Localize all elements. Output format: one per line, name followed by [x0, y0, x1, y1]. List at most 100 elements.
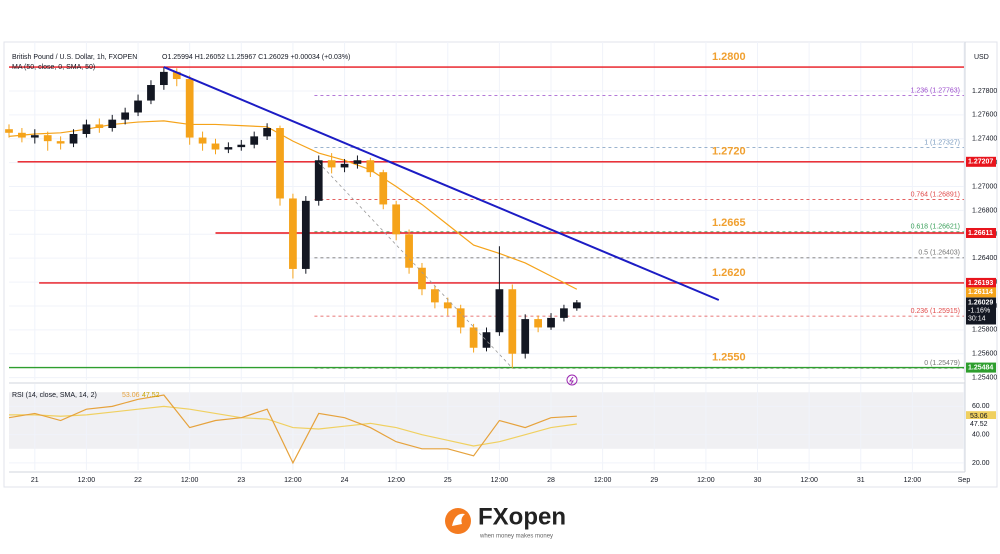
frame	[3, 41, 998, 488]
rsi-legend: RSI (14, close, SMA, 14, 2)	[12, 392, 97, 399]
rsi-ma-value: 47.52	[142, 392, 160, 399]
candle-body	[392, 204, 401, 235]
price-tag-label: 1.26611	[968, 230, 993, 237]
candle-body	[314, 160, 323, 201]
candle-body	[560, 308, 568, 318]
candle-body	[327, 160, 336, 168]
candle-body	[250, 136, 259, 145]
price-tag	[966, 227, 996, 238]
price-tag-label: 1.26114	[968, 289, 993, 296]
fib-label: 0 (1.25479)	[924, 360, 960, 367]
candle-body	[147, 85, 155, 101]
y-tick-label: 1.25800	[972, 327, 997, 334]
candle-body	[443, 302, 452, 309]
legend-ma: MA (50, close, 0, SMA, 50)	[12, 64, 95, 71]
fib-label: 1 (1.27327)	[924, 139, 960, 146]
level-label: 1.2550	[712, 351, 746, 363]
candle-body	[18, 132, 26, 138]
candle-body	[405, 234, 413, 268]
last-price-tag	[966, 297, 996, 325]
x-tick-label: 31	[857, 477, 865, 484]
trendline	[318, 162, 513, 369]
candle-body	[340, 163, 349, 168]
last-change: -1.16%	[968, 307, 990, 314]
x-tick-label: 25	[444, 477, 452, 484]
currency: USD	[974, 54, 989, 61]
candle-body	[431, 289, 439, 303]
candle-body	[224, 147, 233, 150]
candle-body	[301, 200, 310, 269]
logo-icon-shape	[452, 513, 465, 526]
x-tick-label: 12:00	[800, 477, 818, 484]
level-label: 1.2665	[712, 217, 746, 229]
price-tag	[966, 156, 996, 167]
candle-body	[82, 124, 91, 134]
rsi-line	[8, 394, 577, 465]
x-tick-label: 12:00	[697, 477, 715, 484]
candle-body	[276, 128, 284, 199]
price-tag-label: 1.27207	[968, 159, 993, 166]
candle-body	[508, 289, 517, 354]
candle-body	[5, 129, 13, 133]
legend-ohlc: O1.25994 H1.26052 L1.25967 C1.26029 +0.0…	[162, 54, 350, 61]
candle-body	[521, 319, 530, 354]
x-tick-label: 12:00	[181, 477, 199, 484]
trendline	[163, 66, 720, 301]
x-tick-label: 12:00	[904, 477, 922, 484]
y-tick-label: 1.25400	[972, 374, 997, 381]
fib-label: 0.5 (1.26403)	[918, 250, 960, 257]
y-tick-label: 1.25600	[972, 351, 997, 358]
x-tick-label: 12:00	[387, 477, 405, 484]
candle-body	[289, 198, 297, 269]
x-tick-label: 12:00	[78, 477, 96, 484]
candle-body	[572, 302, 581, 309]
candle-body	[211, 143, 220, 150]
candle-body	[263, 128, 271, 137]
candle-body	[43, 135, 52, 142]
candle-body	[172, 71, 181, 80]
candle-body	[469, 327, 478, 348]
y-tick-label: 1.27600	[972, 112, 997, 119]
rsi-ma-tag-label: 47.52	[970, 421, 988, 428]
x-tick-label: Sep	[958, 477, 971, 484]
candle-body	[353, 160, 362, 164]
plot: 1.236 (1.27763) 1 (1.27327) 0.764 (1.26891…	[5, 51, 996, 465]
price-tag-label: 1.25484	[968, 364, 993, 371]
rsi-tag	[966, 411, 996, 422]
x-tick-label: 29	[650, 477, 658, 484]
candle-body	[482, 332, 491, 348]
candle-body	[495, 289, 504, 333]
candle-body	[547, 317, 555, 328]
candle-body	[134, 100, 142, 113]
fib-label: 1.236 (1.27763)	[911, 87, 960, 94]
y-tick-label: 20.00	[972, 460, 990, 467]
y-tick-label: 1.26800	[972, 207, 997, 214]
y-tick-label: 1.27000	[972, 183, 997, 190]
level-label: 1.2800	[712, 51, 746, 63]
y-tick-label: 60.00	[972, 403, 990, 410]
y-tick-label: 40.00	[972, 431, 990, 438]
rsi-ma-tag	[966, 419, 996, 430]
candle-body	[185, 79, 194, 138]
candle-body	[56, 141, 65, 144]
candle-body	[456, 308, 465, 328]
logo: FXopen when money makes money	[445, 503, 566, 540]
candle-body	[379, 172, 388, 205]
x-tick-label: 12:00	[594, 477, 612, 484]
candle-body	[366, 160, 375, 173]
ma-line	[8, 120, 578, 290]
level-label: 1.2620	[712, 267, 746, 279]
price-tag-label: 1.26193	[968, 280, 993, 287]
price-tag	[966, 277, 996, 288]
last-price: 1.26029	[968, 299, 993, 306]
rsi-band	[9, 392, 964, 449]
rsi-value: 53.06	[122, 392, 140, 399]
alert-icon[interactable]	[566, 374, 578, 386]
y-tick-label: 1.26400	[972, 255, 997, 262]
candle-body	[95, 124, 104, 129]
brand-tagline: when money makes money	[479, 534, 553, 540]
x-tick-label: 24	[341, 477, 349, 484]
price-tag	[966, 287, 996, 298]
x-tick-label: 21	[31, 477, 39, 484]
